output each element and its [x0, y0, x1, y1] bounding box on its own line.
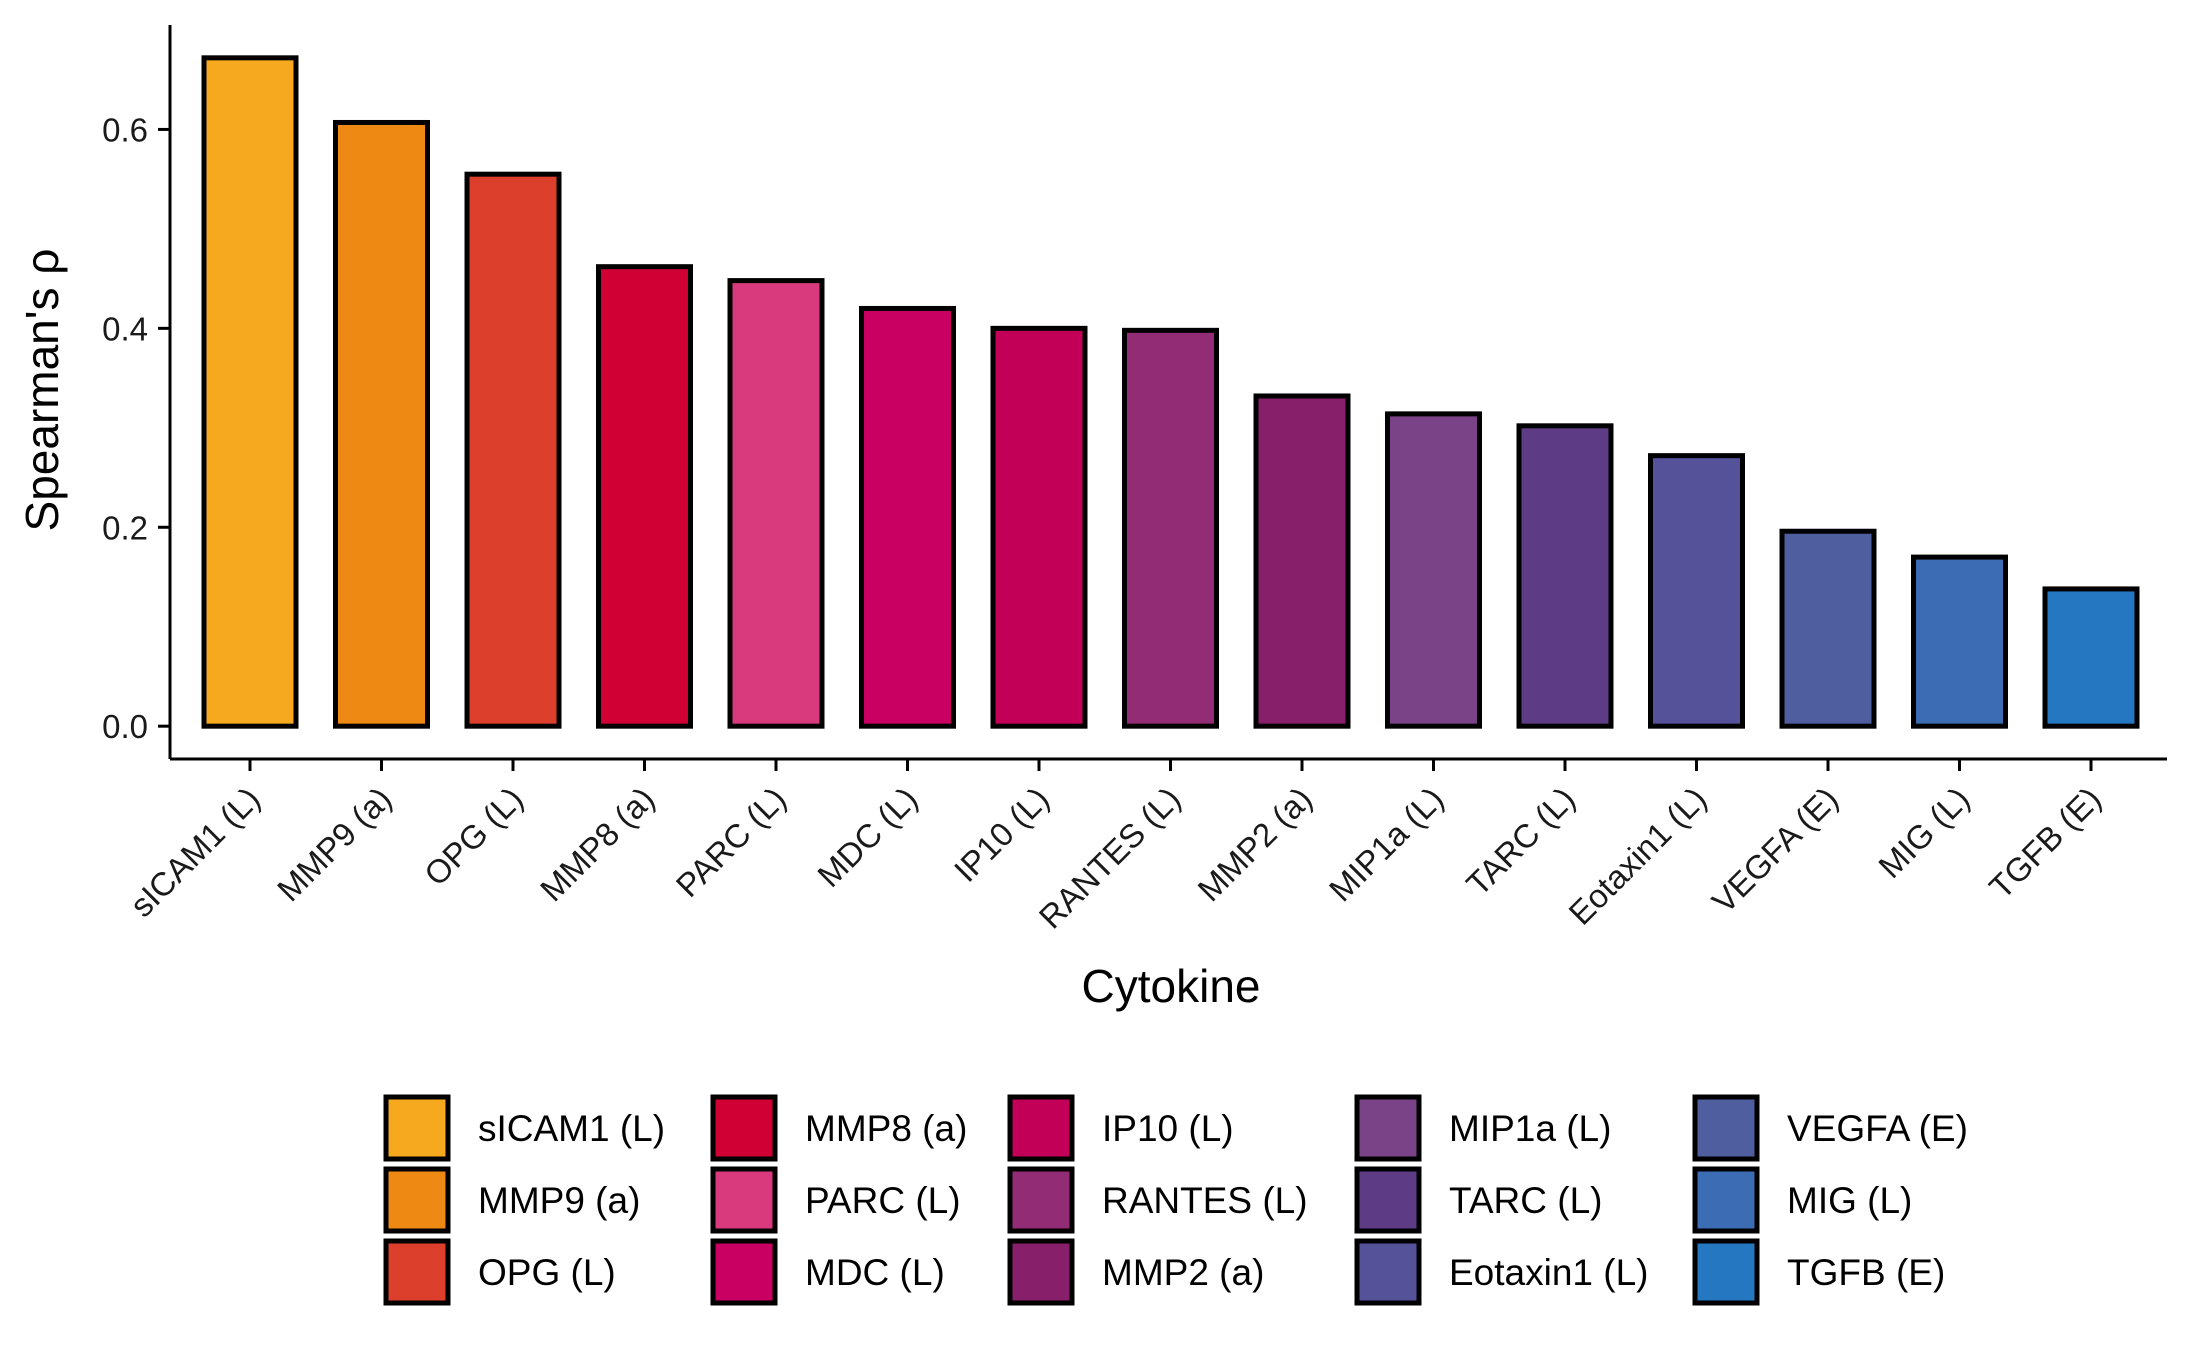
- x-tick-label: sICAM1 (L): [123, 780, 267, 924]
- bar: [990, 325, 1088, 729]
- y-tick-label: 0.4: [102, 310, 148, 347]
- legend-key: [1007, 1238, 1075, 1306]
- legend-item: OPG (L): [383, 1238, 616, 1306]
- x-tick-label: TARC (L): [1459, 780, 1582, 903]
- y-tick-label: 0.6: [102, 111, 148, 148]
- x-tick-label: PARC (L): [669, 780, 793, 904]
- bar: [1516, 423, 1614, 729]
- legend-item: PARC (L): [710, 1166, 961, 1234]
- legend-item: MDC (L): [710, 1238, 945, 1306]
- legend-item: sICAM1 (L): [383, 1094, 665, 1162]
- x-axis-title: Cytokine: [1082, 960, 1261, 1012]
- legend-label: RANTES (L): [1102, 1180, 1308, 1221]
- x-tick-label: MMP8 (a): [533, 780, 662, 909]
- x-tick-label: TGFB (E): [1982, 780, 2108, 906]
- bar: [1253, 393, 1351, 729]
- legend-label: PARC (L): [805, 1180, 961, 1221]
- bar: [859, 305, 956, 729]
- legend-item: Eotaxin1 (L): [1354, 1238, 1649, 1306]
- legend-key: [1692, 1166, 1760, 1234]
- legend-key: [1354, 1238, 1422, 1306]
- x-tick-label: MDC (L): [810, 780, 924, 894]
- bar: [464, 171, 562, 729]
- legend-label: MMP9 (a): [478, 1180, 640, 1221]
- bars-group: [201, 55, 2140, 729]
- bar: [1648, 453, 1745, 729]
- legend-key: [1007, 1094, 1075, 1162]
- bar: [201, 55, 299, 729]
- legend-key: [1354, 1094, 1422, 1162]
- legend-label: IP10 (L): [1102, 1108, 1234, 1149]
- legend-item: TGFB (E): [1692, 1238, 1945, 1306]
- legend-label: MIG (L): [1787, 1180, 1912, 1221]
- legend-key: [710, 1094, 778, 1162]
- legend-key: [383, 1166, 451, 1234]
- x-tick-label: RANTES (L): [1032, 780, 1188, 936]
- legend-key: [1007, 1166, 1075, 1234]
- legend-key: [1692, 1238, 1760, 1306]
- x-tick-label: VEGFA (E): [1705, 780, 1845, 920]
- bar: [2042, 586, 2140, 729]
- x-tick-label: IP10 (L): [947, 780, 1056, 889]
- legend-item: MMP9 (a): [383, 1166, 640, 1234]
- bar: [1122, 327, 1219, 729]
- y-tick-label: 0.2: [102, 509, 148, 546]
- bar: [1911, 554, 2008, 729]
- legend-key: [1692, 1094, 1760, 1162]
- x-ticks-group: sICAM1 (L) MMP9 (a) OPG (L) MMP8 (a) PARC (L…: [123, 759, 2108, 936]
- legend-item: IP10 (L): [1007, 1094, 1234, 1162]
- legend-label: MDC (L): [805, 1252, 945, 1293]
- y-ticks-group: 0.0 0.2 0.4 0.6: [102, 111, 170, 745]
- bar: [1779, 528, 1877, 729]
- legend-label: MIP1a (L): [1449, 1108, 1611, 1149]
- legend: sICAM1 (L) MMP9 (a) OPG (L) MMP8 (a) PARC (L…: [383, 1094, 1968, 1306]
- y-axis-title: Spearman's ρ: [16, 249, 68, 532]
- legend-label: TARC (L): [1449, 1180, 1602, 1221]
- legend-label: sICAM1 (L): [478, 1108, 665, 1149]
- x-tick-label: MIG (L): [1871, 780, 1976, 885]
- x-tick-label: OPG (L): [417, 780, 530, 893]
- legend-item: MIP1a (L): [1354, 1094, 1611, 1162]
- legend-key: [710, 1166, 778, 1234]
- legend-label: Eotaxin1 (L): [1449, 1252, 1649, 1293]
- legend-item: MMP8 (a): [710, 1094, 967, 1162]
- bar: [727, 278, 825, 729]
- legend-key: [383, 1238, 451, 1306]
- x-tick-label: MMP2 (a): [1190, 780, 1319, 909]
- legend-item: RANTES (L): [1007, 1166, 1308, 1234]
- bar: [1385, 411, 1482, 729]
- axes-group: [168, 25, 2167, 761]
- legend-key: [710, 1238, 778, 1306]
- x-tick-label: Eotaxin1 (L): [1561, 780, 1713, 932]
- bar: [333, 119, 430, 729]
- legend-key: [1354, 1166, 1422, 1234]
- x-tick-label: MIP1a (L): [1322, 780, 1451, 909]
- legend-item: VEGFA (E): [1692, 1094, 1968, 1162]
- bar: [596, 264, 693, 729]
- legend-label: MMP8 (a): [805, 1108, 967, 1149]
- legend-label: TGFB (E): [1787, 1252, 1945, 1293]
- y-tick-label: 0.0: [102, 708, 148, 745]
- legend-item: MIG (L): [1692, 1166, 1912, 1234]
- legend-key: [383, 1094, 451, 1162]
- legend-item: TARC (L): [1354, 1166, 1602, 1234]
- legend-label: VEGFA (E): [1787, 1108, 1968, 1149]
- legend-label: MMP2 (a): [1102, 1252, 1264, 1293]
- legend-label: OPG (L): [478, 1252, 616, 1293]
- x-tick-label: MMP9 (a): [270, 780, 399, 909]
- legend-item: MMP2 (a): [1007, 1238, 1264, 1306]
